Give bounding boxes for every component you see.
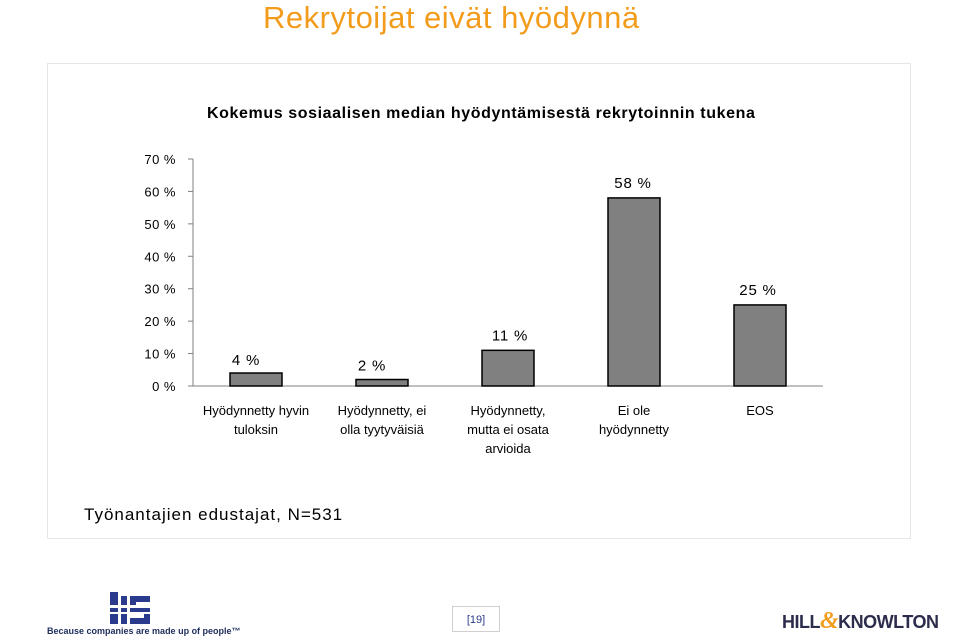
chart-frame bbox=[47, 63, 911, 539]
y-tick-label: 30 % bbox=[144, 282, 176, 297]
slide-title: Rekrytoijat eivät hyödynnä bbox=[263, 0, 640, 35]
y-tick-label: 60 % bbox=[144, 184, 176, 199]
sample-note: Työnantajien edustajat, N=531 bbox=[84, 505, 344, 524]
bar bbox=[481, 349, 535, 387]
footer-slogan: Because companies are made up of people™ bbox=[47, 626, 241, 636]
bar bbox=[355, 378, 409, 387]
y-tick-label: 70 % bbox=[144, 152, 176, 167]
category-label: arvioida bbox=[485, 441, 531, 456]
category-label: olla tyytyväisiä bbox=[340, 422, 425, 437]
data-label: 58 % bbox=[614, 175, 651, 192]
data-label: 2 % bbox=[358, 358, 386, 375]
bar bbox=[229, 372, 283, 387]
category-label: Ei ole bbox=[618, 403, 651, 418]
y-tick-label: 40 % bbox=[144, 249, 176, 264]
category-label: Hyödynnetty, bbox=[471, 403, 546, 418]
hill-knowlton-logo: HILL&KNOWLTON bbox=[782, 608, 939, 635]
category-label: tuloksin bbox=[234, 422, 278, 437]
y-tick-label: 20 % bbox=[144, 314, 176, 329]
bar bbox=[733, 304, 787, 387]
logo-text-hill: HILL bbox=[782, 612, 821, 632]
data-label: 11 % bbox=[492, 327, 528, 344]
data-label: 4 % bbox=[232, 352, 260, 369]
y-tick-label: 0 % bbox=[152, 379, 176, 394]
chart-title: Kokemus sosiaalisen median hyödyntämises… bbox=[207, 105, 756, 122]
ms-logo-icon bbox=[110, 592, 152, 624]
data-label: 25 % bbox=[739, 282, 776, 299]
category-label: EOS bbox=[746, 403, 774, 418]
logo-ampersand: & bbox=[820, 608, 839, 634]
category-label: Hyödynnetty hyvin bbox=[203, 403, 309, 418]
category-label: mutta ei osata bbox=[467, 422, 549, 437]
logo-text-knowlton: KNOWLTON bbox=[838, 612, 939, 632]
bar bbox=[607, 197, 661, 387]
y-tick-label: 50 % bbox=[144, 217, 176, 232]
y-tick-label: 10 % bbox=[144, 347, 176, 362]
category-label: hyödynnetty bbox=[599, 422, 670, 437]
page-number: [19] bbox=[452, 606, 500, 632]
category-label: Hyödynnetty, ei bbox=[338, 403, 427, 418]
